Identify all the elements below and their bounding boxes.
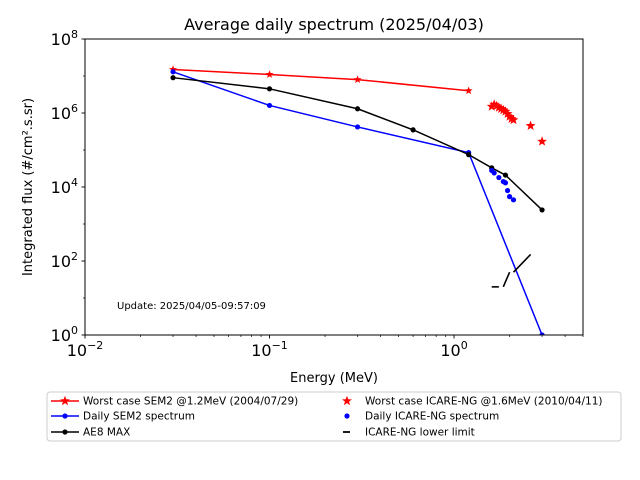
legend-item-1: Daily SEM2 spectrum xyxy=(51,411,195,423)
data-point xyxy=(410,127,416,133)
x-tick-label: 100 xyxy=(440,339,467,360)
update-annotation: Update: 2025/04/05-09:57:09 xyxy=(117,301,266,312)
data-point xyxy=(498,104,509,115)
y-tick-label: 104 xyxy=(51,176,78,197)
data-point xyxy=(486,101,497,111)
data-point xyxy=(491,170,497,176)
data-point xyxy=(502,108,513,119)
legend-label: Daily SEM2 spectrum xyxy=(83,411,195,423)
data-point xyxy=(170,69,176,75)
legend-swatch-marker xyxy=(62,413,68,419)
data-point xyxy=(491,100,502,111)
data-point xyxy=(506,194,513,200)
legend-item-5: ICARE-NG lower limit xyxy=(343,427,475,439)
y-tick-label: 108 xyxy=(51,28,78,49)
data-point xyxy=(500,106,511,116)
y-axis: 100 102 104 106 108 xyxy=(51,28,85,345)
plot-area: 10−2 10−1 100 100 102 104 106 108 Update: 2025… xyxy=(51,28,584,360)
data-point xyxy=(504,187,511,194)
y-axis-label: Integrated flux (#/cm².s.sr) xyxy=(21,98,36,276)
legend-label: ICARE-NG lower limit xyxy=(365,427,475,439)
y-tick-label: 106 xyxy=(51,102,78,123)
legend-item-0: Worst case SEM2 @1.2MeV (2004/07/29) xyxy=(51,396,298,408)
series-0-line xyxy=(173,68,469,92)
data-point xyxy=(496,174,502,181)
data-point xyxy=(539,332,545,335)
data-point xyxy=(354,106,361,112)
data-point xyxy=(266,86,273,92)
series-2 xyxy=(170,75,545,213)
legend-item-2: AE8 MAX xyxy=(51,427,130,439)
legend-label: Worst case SEM2 @1.2MeV (2004/07/29) xyxy=(83,396,298,408)
data-point xyxy=(266,102,273,109)
x-tick-label: 10−2 xyxy=(67,339,104,360)
data-point xyxy=(508,114,519,125)
data-point xyxy=(502,180,509,186)
legend-frame xyxy=(46,391,622,442)
data-point xyxy=(504,111,515,121)
data-point xyxy=(502,172,509,178)
lower-limit-segment xyxy=(512,253,532,273)
series-4 xyxy=(489,167,517,203)
x-axis-label: Energy (MeV) xyxy=(290,371,378,386)
series-layer xyxy=(169,65,548,335)
data-point xyxy=(170,75,176,81)
data-point xyxy=(489,99,500,109)
data-point xyxy=(265,70,274,78)
data-point xyxy=(525,120,536,131)
plot-background xyxy=(85,39,583,335)
chart-title: Average daily spectrum (2025/04/03) xyxy=(184,15,484,34)
y-tick-label: 102 xyxy=(51,250,78,271)
data-point xyxy=(537,136,548,146)
series-0 xyxy=(169,65,473,95)
legend-item-3: Worst case ICARE-NG @1.6MeV (2010/04/11) xyxy=(342,395,603,408)
series-5 xyxy=(491,253,532,288)
legend-swatch-marker xyxy=(62,429,68,435)
legend-label: AE8 MAX xyxy=(83,427,130,439)
legend-label: Worst case ICARE-NG @1.6MeV (2010/04/11) xyxy=(365,396,603,408)
legend-label: Daily ICARE-NG spectrum xyxy=(365,411,499,423)
data-point xyxy=(496,103,507,113)
legend-item-4: Daily ICARE-NG spectrum xyxy=(344,411,499,423)
y-tick-label: 100 xyxy=(51,324,78,345)
data-point xyxy=(354,124,361,130)
legend-swatch-marker xyxy=(60,395,70,406)
data-point xyxy=(169,65,178,73)
lower-limit-segment xyxy=(502,271,511,288)
x-axis: 10−2 10−1 100 xyxy=(67,335,584,360)
x-tick-label: 10−1 xyxy=(251,339,288,360)
data-point xyxy=(466,152,472,158)
legend: Worst case SEM2 @1.2MeV (2004/07/29) Dail… xyxy=(46,391,622,442)
data-point xyxy=(539,207,545,213)
data-point xyxy=(353,75,362,83)
data-point xyxy=(510,197,517,203)
series-3 xyxy=(486,99,548,146)
data-point xyxy=(464,86,473,95)
legend-swatch-marker xyxy=(344,413,350,419)
legend-swatch-marker xyxy=(342,395,352,406)
